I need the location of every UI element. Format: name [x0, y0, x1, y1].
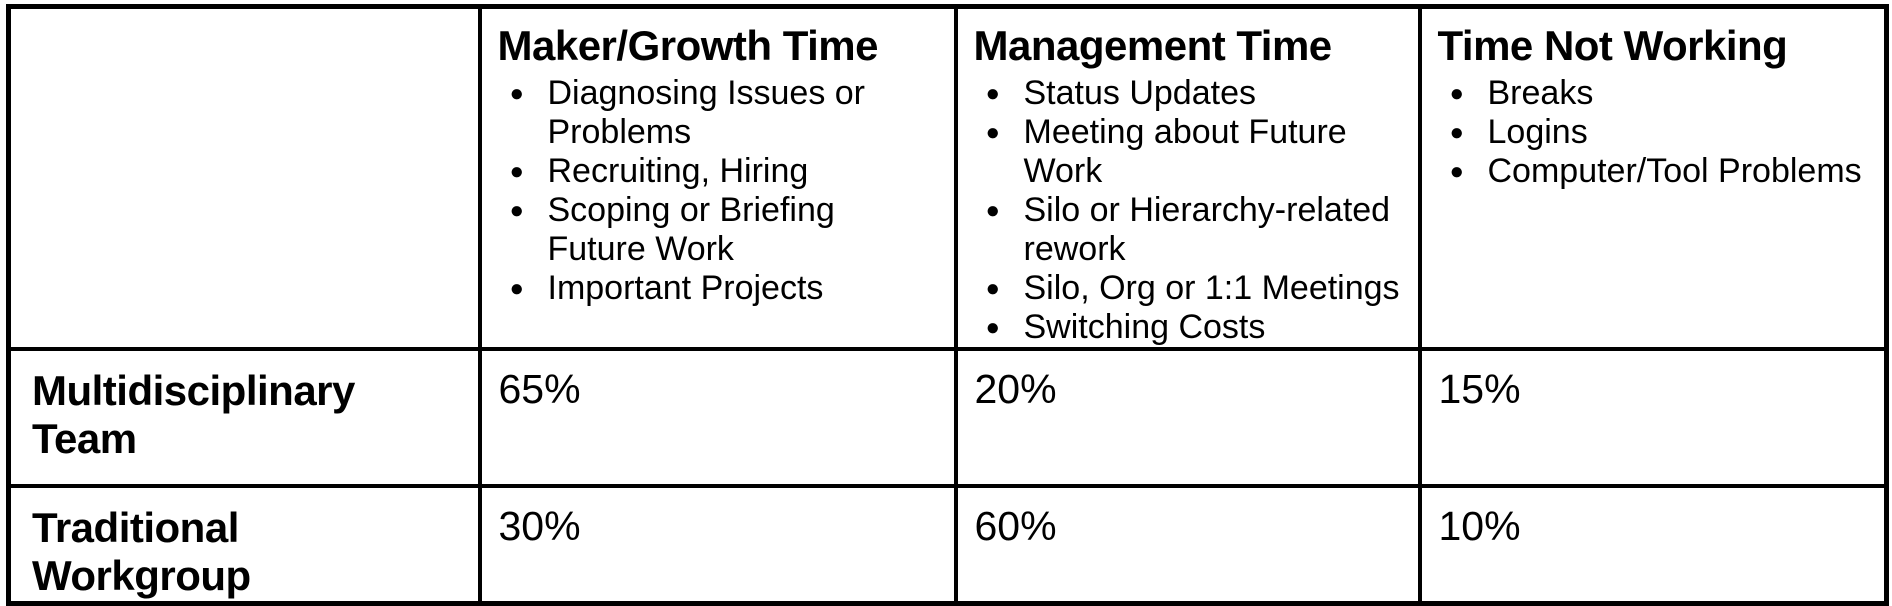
- value-cell-traditional-management: 60%: [953, 484, 1422, 606]
- document-page: Maker/Growth Time ● Diagnosing Issues or…: [6, 4, 1889, 606]
- bullet-icon: ●: [1449, 158, 1465, 186]
- time-allocation-table: Maker/Growth Time ● Diagnosing Issues or…: [6, 4, 1889, 606]
- bullet-icon: ●: [1449, 80, 1465, 108]
- bullet-item-label: Logins: [1487, 113, 1588, 152]
- bullet-item-label: Silo or Hierarchy-related rework: [1023, 191, 1391, 269]
- corner-empty-cell: [6, 4, 482, 352]
- row-header-traditional-workgroup: Traditional Workgroup: [6, 484, 482, 606]
- value-cell-traditional-notworking: 10%: [1417, 484, 1889, 606]
- table-row-traditional-workgroup: Traditional Workgroup 30% 60% 10%: [6, 484, 1889, 606]
- column-bullet-list: ● Breaks ● Logins ● Computer/Tool Proble…: [1438, 74, 1871, 191]
- bullet-item-label: Computer/Tool Problems: [1487, 152, 1862, 191]
- bullet-item: ● Diagnosing Issues or Problems: [510, 74, 940, 152]
- column-title: Maker/Growth Time: [497, 22, 879, 69]
- bullet-item: ● Switching Costs: [985, 308, 1404, 347]
- bullet-item: ● Silo or Hierarchy-related rework: [986, 191, 1404, 269]
- column-bullet-list: ● Diagnosing Issues or Problems ● Recrui…: [498, 74, 940, 308]
- value-cell-multidisciplinary-management: 20%: [953, 347, 1422, 489]
- bullet-item: ● Important Projects: [510, 269, 940, 308]
- column-header-time-not-working: Time Not Working ● Breaks ● Logins ● Com…: [1417, 4, 1889, 352]
- bullet-item-label: Breaks: [1487, 74, 1594, 113]
- column-bullet-list: ● Status Updates ● Meeting about Future …: [974, 74, 1404, 347]
- column-title: Time Not Working: [1437, 22, 1788, 69]
- value-cell-traditional-maker: 30%: [477, 484, 958, 606]
- bullet-item-label: Important Projects: [547, 269, 824, 308]
- bullet-icon: ●: [509, 158, 525, 186]
- bullet-item-label: Meeting about Future Work: [1023, 113, 1347, 191]
- column-title: Management Time: [973, 22, 1333, 69]
- bullet-icon: ●: [985, 314, 1001, 342]
- bullet-icon: ●: [985, 80, 1001, 108]
- bullet-icon: ●: [509, 275, 525, 303]
- bullet-item-label: Recruiting, Hiring: [547, 152, 809, 191]
- bullet-item-label: Status Updates: [1023, 74, 1256, 113]
- bullet-icon: ●: [1449, 119, 1465, 147]
- bullet-item: ● Logins: [1450, 113, 1871, 152]
- table-row-multidisciplinary-team: Multidisciplinary Team 65% 20% 15%: [6, 347, 1889, 489]
- bullet-icon: ●: [985, 119, 1001, 147]
- bullet-item: ● Recruiting, Hiring: [510, 152, 940, 191]
- column-header-management-time: Management Time ● Status Updates ● Meeti…: [953, 4, 1422, 352]
- bullet-icon: ●: [985, 275, 1001, 303]
- bullet-item-label: Diagnosing Issues or Problems: [547, 74, 866, 152]
- bullet-item: ● Status Updates: [986, 74, 1404, 113]
- bullet-item-label: Scoping or Briefing Future Work: [547, 191, 835, 269]
- bullet-item: ● Scoping or Briefing Future Work: [510, 191, 940, 269]
- bullet-item-label: Silo, Org or 1:1 Meetings: [1023, 269, 1400, 308]
- bullet-item: ● Breaks: [1450, 74, 1871, 113]
- bullet-icon: ●: [985, 197, 1001, 225]
- value-cell-multidisciplinary-maker: 65%: [477, 347, 958, 489]
- row-header-multidisciplinary-team: Multidisciplinary Team: [6, 347, 482, 489]
- bullet-item: ● Computer/Tool Problems: [1450, 152, 1871, 191]
- bullet-icon: ●: [509, 80, 525, 108]
- value-cell-multidisciplinary-notworking: 15%: [1417, 347, 1889, 489]
- column-header-maker-growth-time: Maker/Growth Time ● Diagnosing Issues or…: [477, 4, 958, 352]
- bullet-icon: ●: [509, 197, 525, 225]
- bullet-item-label: Switching Costs: [1023, 308, 1266, 347]
- table-header-row: Maker/Growth Time ● Diagnosing Issues or…: [6, 4, 1889, 352]
- bullet-item: ● Meeting about Future Work: [986, 113, 1404, 191]
- bullet-item: ● Silo, Org or 1:1 Meetings: [986, 269, 1404, 308]
